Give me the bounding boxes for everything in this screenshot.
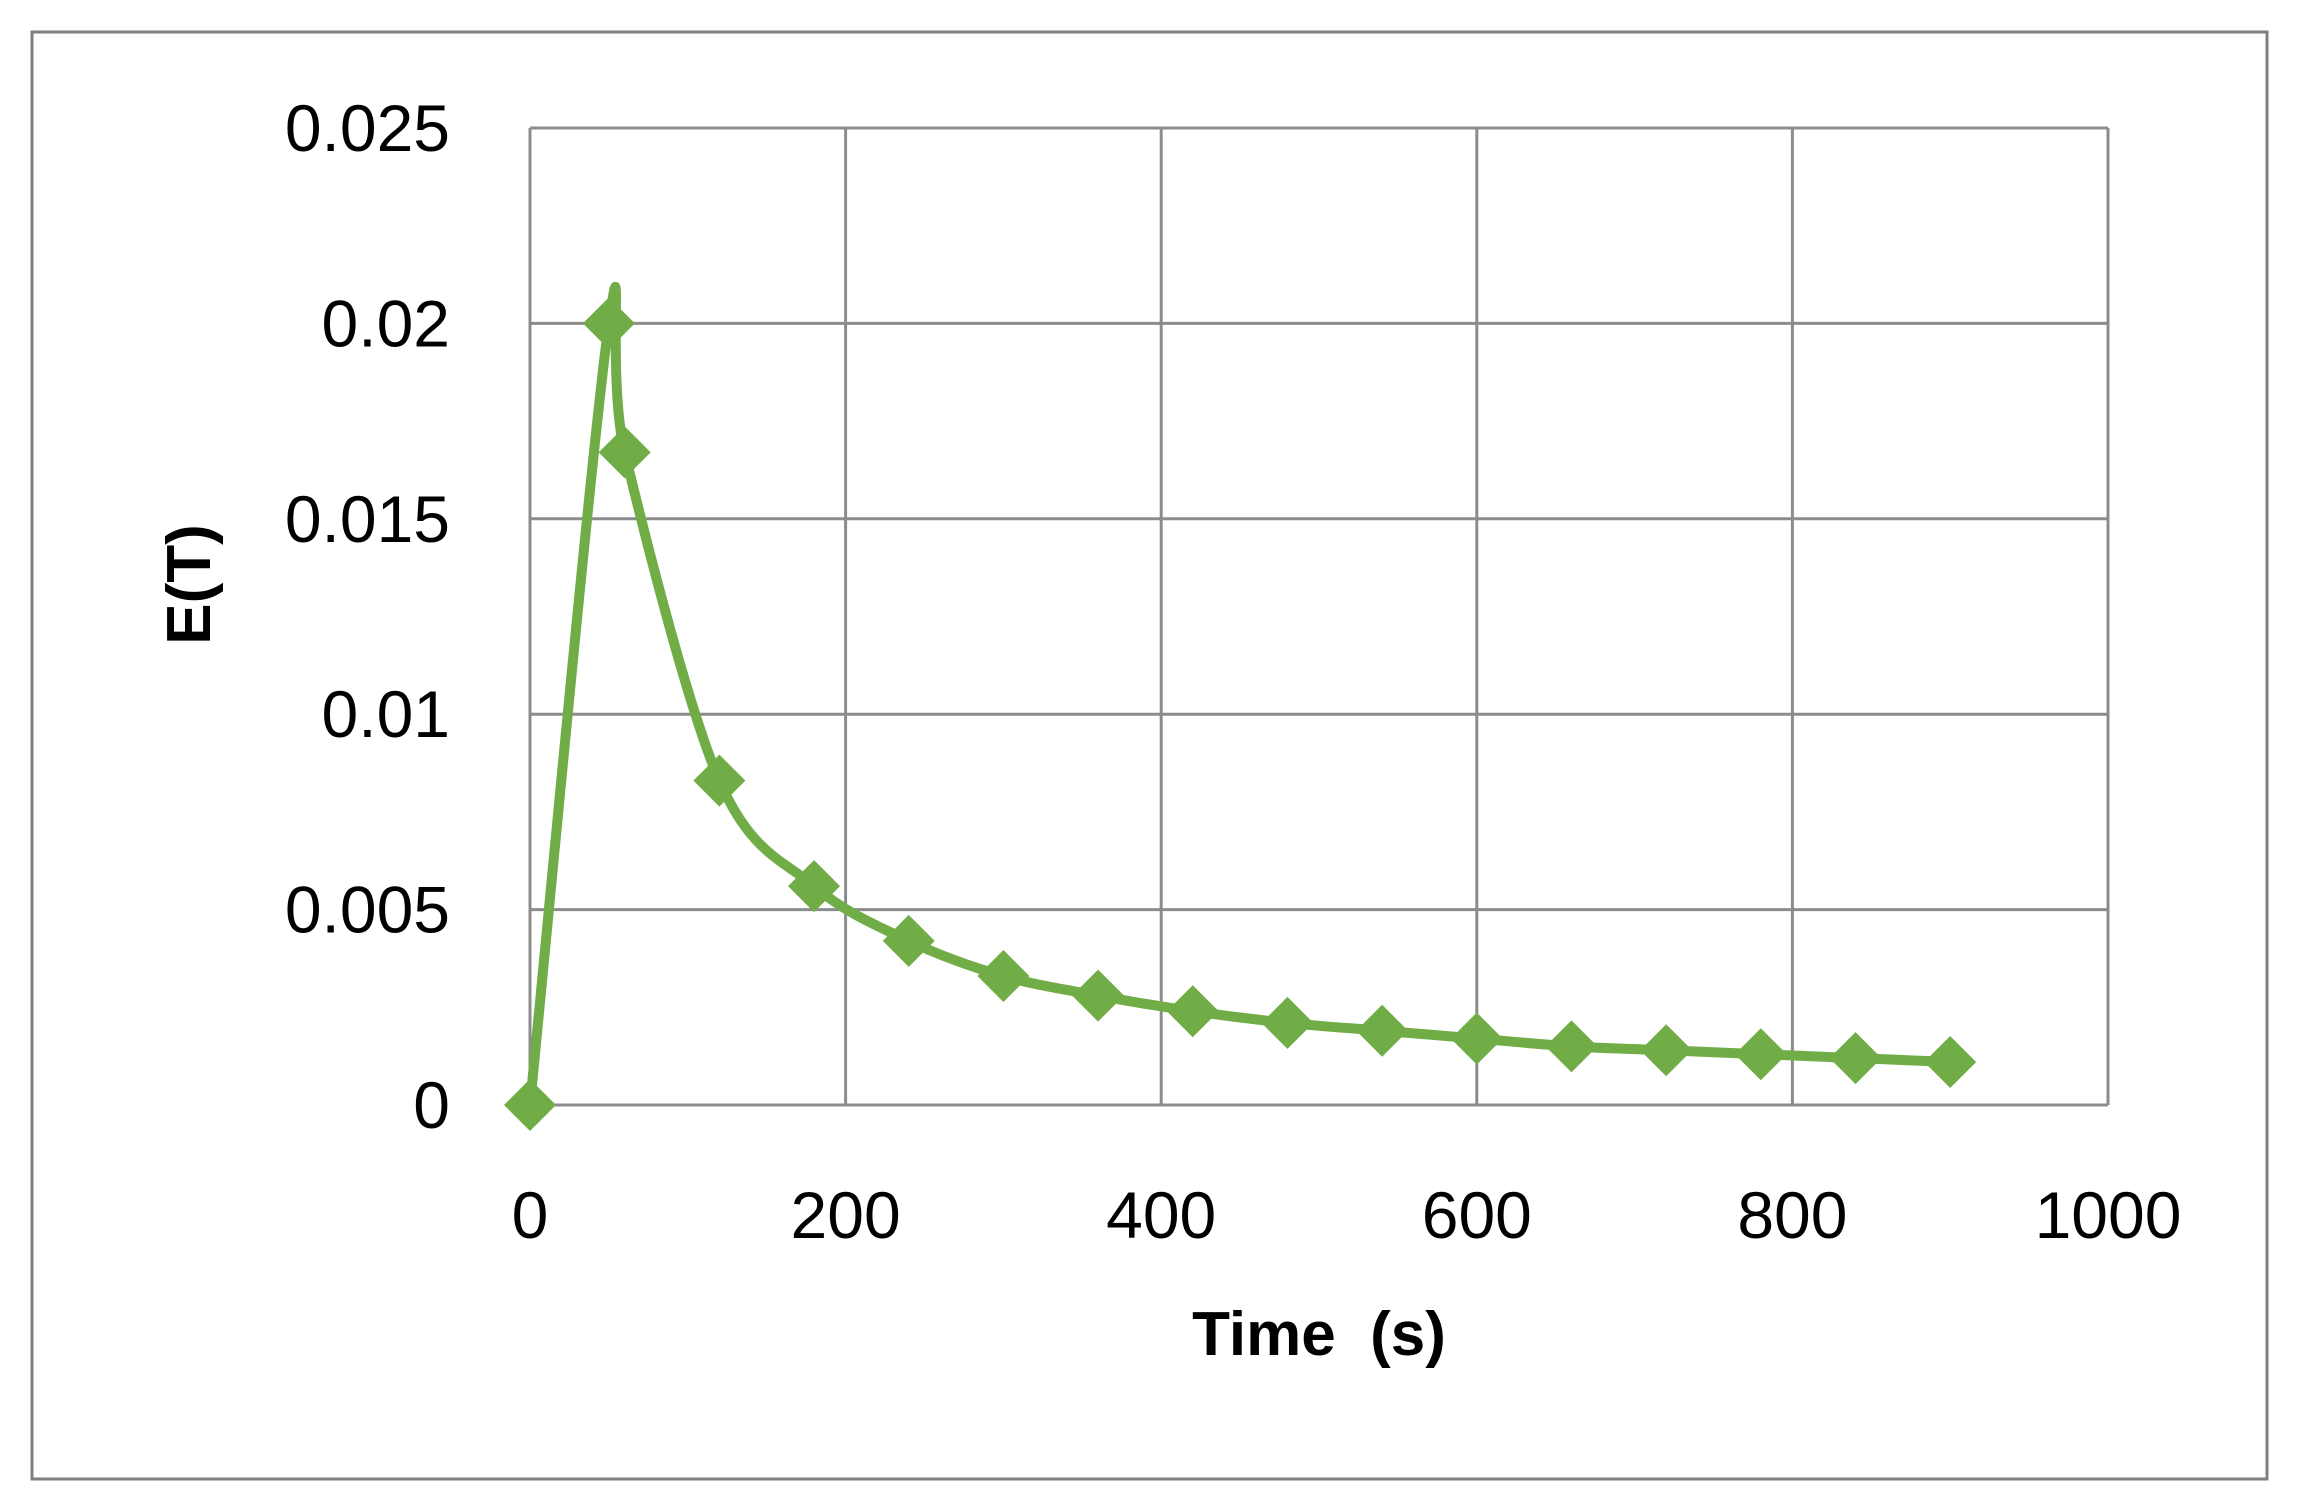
x-axis-ticks: 0 200 400 600 800 1000 — [512, 1178, 2182, 1252]
y-tick-label: 0.01 — [322, 677, 450, 751]
data-point-marker — [788, 860, 841, 913]
data-point-marker — [582, 297, 635, 350]
x-tick-label: 0 — [512, 1178, 549, 1252]
marker-layer — [504, 297, 1977, 1131]
y-tick-label: 0.005 — [285, 873, 450, 947]
x-axis-title: Time (s) — [1192, 1300, 1446, 1369]
x-tick-label: 600 — [1422, 1178, 1532, 1252]
y-tick-label: 0 — [413, 1068, 450, 1142]
x-tick-label: 800 — [1737, 1178, 1847, 1252]
data-point-marker — [504, 1079, 556, 1131]
y-tick-label: 0.02 — [322, 286, 450, 360]
grid — [528, 126, 2110, 1107]
y-tick-label: 0.015 — [285, 482, 450, 556]
y-axis-title: E(T) — [155, 524, 224, 645]
x-tick-label: 400 — [1106, 1178, 1216, 1252]
data-point-marker — [1829, 1032, 1882, 1085]
data-point-marker — [598, 426, 651, 479]
data-point-marker — [1734, 1028, 1787, 1081]
data-point-marker — [1072, 969, 1125, 1022]
data-point-marker — [1545, 1020, 1598, 1073]
data-point-marker — [1450, 1012, 1503, 1065]
data-point-marker — [882, 914, 935, 967]
data-point-marker — [693, 754, 746, 807]
chart-frame — [30, 30, 2269, 1481]
data-point-marker — [1261, 996, 1314, 1049]
data-point-marker — [977, 950, 1030, 1003]
data-point-marker — [1924, 1036, 1977, 1089]
data-point-marker — [1356, 1004, 1409, 1057]
data-point-marker — [1640, 1024, 1693, 1077]
y-axis-ticks: 0 0.005 0.01 0.015 0.02 0.025 — [285, 91, 450, 1142]
data-point-marker — [1166, 985, 1219, 1038]
x-tick-label: 1000 — [2035, 1178, 2182, 1252]
y-tick-label: 0.025 — [285, 91, 450, 165]
x-tick-label: 200 — [791, 1178, 901, 1252]
